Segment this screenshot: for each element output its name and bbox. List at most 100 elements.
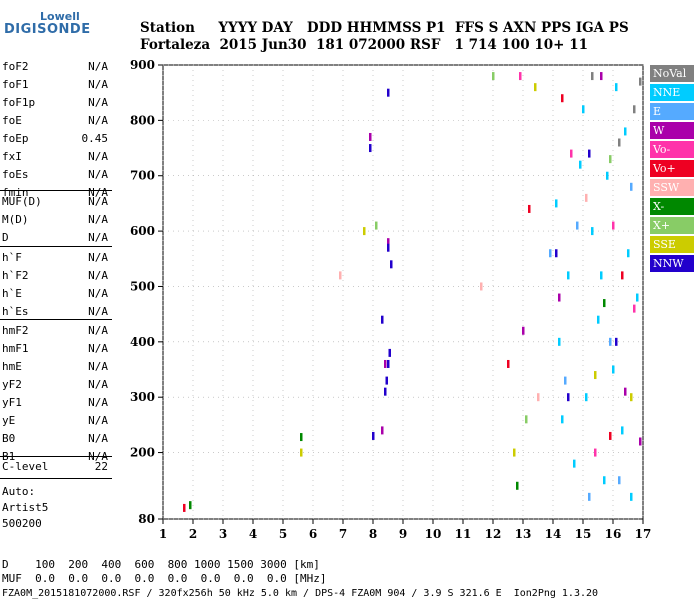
data-point [636, 293, 639, 302]
data-point [624, 387, 627, 396]
data-point [621, 271, 624, 280]
x-tick-label: 17 [635, 527, 652, 541]
param-row: foEp 0.45 [2, 131, 108, 147]
data-point [339, 271, 342, 280]
data-point [591, 227, 594, 236]
divider [0, 478, 112, 479]
data-point [570, 149, 573, 158]
param-value: N/A [88, 378, 108, 391]
data-point [588, 149, 591, 158]
data-point [591, 72, 594, 81]
logo-lowell: Lowell [40, 10, 80, 23]
data-point [633, 304, 636, 313]
param-value: N/A [88, 114, 108, 127]
divider [0, 319, 112, 320]
data-point [624, 127, 627, 136]
data-point [516, 481, 519, 490]
footer-distance-row: D 100 200 400 600 800 1000 1500 3000 [km… [2, 558, 320, 571]
data-point [603, 299, 606, 308]
param-row: yF1 N/A [2, 395, 108, 411]
x-tick-label: 7 [339, 527, 347, 541]
param-value: N/A [88, 324, 108, 337]
data-point [387, 243, 390, 252]
param-name: foEp [2, 132, 29, 145]
param-row: h`E N/A [2, 286, 108, 302]
data-point [561, 415, 564, 424]
data-point [618, 476, 621, 485]
x-tick-label: 4 [249, 527, 257, 541]
data-point [363, 227, 366, 236]
data-point [561, 94, 564, 103]
param-value: N/A [88, 305, 108, 318]
legend-item: W [650, 122, 694, 139]
data-point [609, 337, 612, 346]
header-row-labels: Station YYYY DAY DDD HHMMSS P1 FFS S AXN… [140, 20, 629, 36]
data-point [549, 249, 552, 258]
param-name: C-level [2, 460, 49, 473]
data-point [627, 249, 630, 258]
data-point [618, 138, 621, 147]
data-point [585, 393, 588, 402]
param-row: hmE N/A [2, 359, 108, 375]
x-tick-label: 2 [189, 527, 197, 541]
x-tick-label: 6 [309, 527, 317, 541]
y-tick-label: 700 [130, 169, 155, 183]
param-row: foF2 N/A [2, 59, 108, 75]
param-value: N/A [88, 78, 108, 91]
param-name: fxI [2, 150, 22, 163]
param-row: foF1p N/A [2, 95, 108, 111]
x-tick-label: 8 [369, 527, 377, 541]
param-name: foE [2, 114, 22, 127]
footer-muf-row: MUF 0.0 0.0 0.0 0.0 0.0 0.0 0.0 0.0 [MHz… [2, 572, 327, 585]
data-point [615, 83, 618, 92]
param-row: MUF(D) N/A [2, 194, 108, 210]
param-row: foEs N/A [2, 167, 108, 183]
data-point [579, 160, 582, 169]
data-point [300, 433, 303, 442]
data-point [388, 348, 391, 357]
legend-item: Vo- [650, 141, 694, 158]
data-point [381, 426, 384, 435]
data-point [630, 182, 633, 191]
data-point [381, 315, 384, 324]
x-tick-label: 11 [455, 527, 472, 541]
param-value: N/A [88, 60, 108, 73]
x-tick-label: 5 [279, 527, 287, 541]
param-name: yE [2, 414, 16, 427]
y-tick-label: 600 [130, 224, 155, 238]
param-name: h`F2 [2, 269, 29, 282]
legend-item: SSE [650, 236, 694, 253]
data-point [387, 88, 390, 97]
data-point [300, 448, 303, 457]
data-point [576, 221, 579, 230]
param-name: B0 [2, 432, 16, 445]
data-point [588, 492, 591, 501]
data-point [513, 448, 516, 457]
data-point [534, 83, 537, 92]
param-name: h`E [2, 287, 22, 300]
param-row: D N/A [2, 230, 108, 246]
divider [0, 246, 112, 247]
data-point [387, 238, 390, 247]
param-value: N/A [88, 213, 108, 226]
x-tick-label: 13 [515, 527, 532, 541]
y-tick-label: 800 [130, 113, 155, 127]
param-row: hmF1 N/A [2, 341, 108, 357]
param-value: N/A [88, 269, 108, 282]
param-name: yF2 [2, 378, 22, 391]
y-tick-label: 80 [138, 512, 155, 526]
param-value: N/A [88, 396, 108, 409]
data-point [375, 221, 378, 230]
x-tick-label: 16 [605, 527, 622, 541]
param-row: fxI N/A [2, 149, 108, 165]
data-point [372, 431, 375, 440]
param-row: B0 N/A [2, 431, 108, 447]
y-tick-label: 300 [130, 390, 155, 404]
y-tick-label: 900 [130, 58, 155, 72]
x-tick-label: 14 [545, 527, 562, 541]
data-point [585, 193, 588, 202]
data-point [603, 476, 606, 485]
param-value: N/A [88, 186, 108, 199]
data-point [630, 492, 633, 501]
